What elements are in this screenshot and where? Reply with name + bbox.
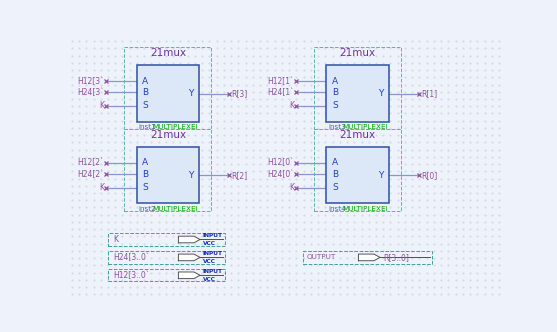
Polygon shape xyxy=(178,236,200,243)
Text: R[3..0]: R[3..0] xyxy=(383,253,409,262)
Text: H24[3`: H24[3` xyxy=(77,88,104,97)
Text: Y: Y xyxy=(379,171,384,180)
FancyBboxPatch shape xyxy=(136,65,199,122)
Text: inst1: inst1 xyxy=(139,124,157,130)
Text: 21mux: 21mux xyxy=(150,48,186,58)
Text: K: K xyxy=(289,183,294,192)
Text: MULTIPLEXEI: MULTIPLEXEI xyxy=(153,124,198,130)
Text: VCC: VCC xyxy=(203,277,216,282)
Text: INPUT: INPUT xyxy=(203,251,223,256)
Text: S: S xyxy=(142,101,148,111)
Text: MULTIPLEXEI: MULTIPLEXEI xyxy=(343,206,388,212)
Text: B: B xyxy=(142,170,148,179)
Text: A: A xyxy=(142,77,148,86)
Text: S: S xyxy=(332,101,338,111)
Text: B: B xyxy=(332,88,338,97)
FancyBboxPatch shape xyxy=(326,147,389,204)
Text: INPUT: INPUT xyxy=(203,269,223,274)
Text: Y: Y xyxy=(379,89,384,98)
Text: inst2: inst2 xyxy=(139,206,157,212)
Text: inst4: inst4 xyxy=(329,206,346,212)
Text: INPUT: INPUT xyxy=(203,233,223,238)
Polygon shape xyxy=(178,272,200,279)
Text: K: K xyxy=(113,235,118,244)
Text: H24[0`: H24[0` xyxy=(267,170,294,179)
FancyBboxPatch shape xyxy=(326,65,389,122)
Text: H12[2`: H12[2` xyxy=(77,158,104,167)
Text: MULTIPLEXEI: MULTIPLEXEI xyxy=(343,124,388,130)
Text: A: A xyxy=(332,77,338,86)
Polygon shape xyxy=(358,254,380,261)
Text: 21mux: 21mux xyxy=(150,129,186,139)
Text: inst3: inst3 xyxy=(329,124,346,130)
Text: A: A xyxy=(332,158,338,167)
Text: MULTIPLEXEI: MULTIPLEXEI xyxy=(153,206,198,212)
Text: B: B xyxy=(332,170,338,179)
Text: K: K xyxy=(99,101,104,111)
Text: 21mux: 21mux xyxy=(340,48,376,58)
Text: R[3]: R[3] xyxy=(232,89,248,98)
Text: H24[2`: H24[2` xyxy=(77,170,104,179)
FancyBboxPatch shape xyxy=(136,147,199,204)
Text: H12[3`: H12[3` xyxy=(77,77,104,86)
Text: H12[1`: H12[1` xyxy=(267,77,294,86)
Text: OUTPUT: OUTPUT xyxy=(307,254,336,260)
Text: Y: Y xyxy=(189,171,194,180)
Text: K: K xyxy=(289,101,294,111)
Polygon shape xyxy=(178,254,200,261)
Text: H24[3..0`: H24[3..0` xyxy=(113,253,149,262)
Text: R[0]: R[0] xyxy=(422,171,438,180)
Text: B: B xyxy=(142,88,148,97)
Text: H12[3..0`: H12[3..0` xyxy=(113,271,149,280)
Text: Y: Y xyxy=(189,89,194,98)
Text: H24[1`: H24[1` xyxy=(267,88,294,97)
Text: S: S xyxy=(142,183,148,192)
Text: S: S xyxy=(332,183,338,192)
Text: R[1]: R[1] xyxy=(422,89,438,98)
Text: H12[0`: H12[0` xyxy=(267,158,294,167)
Text: VCC: VCC xyxy=(203,241,216,246)
Text: A: A xyxy=(142,158,148,167)
Text: 21mux: 21mux xyxy=(340,129,376,139)
Text: R[2]: R[2] xyxy=(232,171,248,180)
Text: VCC: VCC xyxy=(203,259,216,264)
Text: K: K xyxy=(99,183,104,192)
